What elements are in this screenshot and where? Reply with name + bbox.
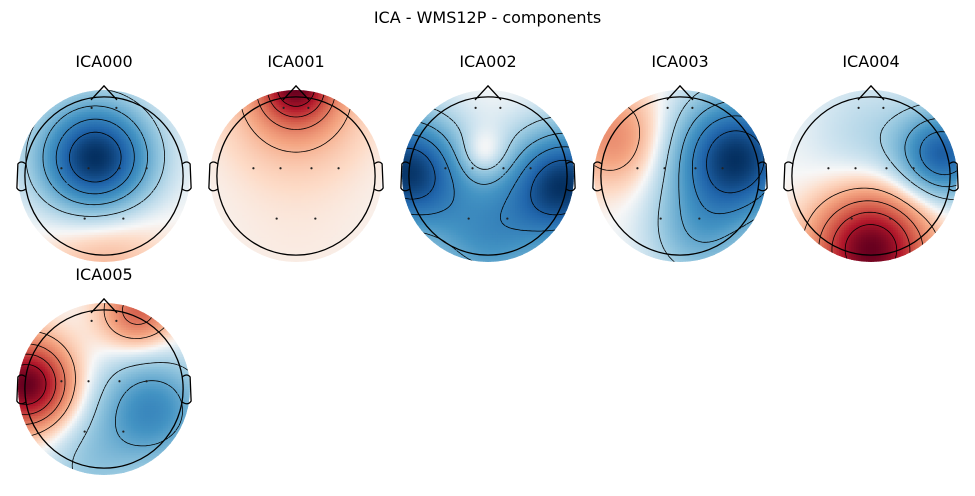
sensor-point: [314, 217, 317, 220]
sensor-point: [118, 380, 121, 383]
nose: [90, 84, 118, 101]
nose: [857, 84, 885, 101]
figure-title: ICA - WMS12P - components: [0, 8, 975, 27]
sensor-point: [857, 106, 860, 109]
sensor-point: [118, 167, 121, 170]
ear: [208, 161, 219, 192]
ear: [16, 161, 27, 192]
sensor-point: [87, 380, 90, 383]
nose: [474, 84, 502, 101]
sensor-point: [882, 106, 885, 109]
ear: [400, 161, 411, 192]
ear: [783, 161, 794, 192]
nose: [90, 297, 118, 314]
head-outline: [600, 96, 760, 256]
sensor-point: [145, 380, 148, 383]
sensor-point: [467, 217, 470, 220]
sensor-point: [698, 217, 701, 220]
sensor-point: [90, 319, 93, 322]
sensor-point: [721, 167, 724, 170]
ear: [565, 161, 576, 192]
head-outline: [791, 96, 951, 256]
topomap-ica004: [785, 90, 957, 262]
topomap-ica000: [18, 90, 190, 262]
component-title: ICA005: [14, 265, 194, 284]
sensor-point: [252, 167, 255, 170]
sensor-point: [506, 217, 509, 220]
sensor-point: [663, 167, 666, 170]
sensor-point: [307, 106, 310, 109]
sensor-point: [502, 167, 505, 170]
ear: [181, 374, 192, 405]
sensor-point: [889, 217, 892, 220]
nose: [666, 84, 694, 101]
sensor-point: [337, 167, 340, 170]
sensor-point: [145, 167, 148, 170]
sensor-point: [636, 167, 639, 170]
sensor-point: [115, 319, 118, 322]
sensor-point: [279, 167, 282, 170]
component-title: ICA000: [14, 52, 194, 71]
sensor-point: [691, 106, 694, 109]
topomap-ica005: [18, 303, 190, 475]
sensor-point: [885, 167, 888, 170]
sensor-point: [499, 106, 502, 109]
component-title: ICA002: [398, 52, 578, 71]
component-title: ICA004: [781, 52, 961, 71]
sensor-point: [827, 167, 830, 170]
head-outline: [216, 96, 376, 256]
sensor-point: [275, 217, 278, 220]
sensor-point: [60, 380, 63, 383]
sensor-point: [90, 106, 93, 109]
ear: [948, 161, 959, 192]
sensor-point: [471, 167, 474, 170]
sensor-point: [474, 106, 477, 109]
sensor-point: [666, 106, 669, 109]
sensor-point: [310, 167, 313, 170]
ear: [757, 161, 768, 192]
sensor-point: [850, 217, 853, 220]
head-outline: [24, 309, 184, 469]
ear: [16, 374, 27, 405]
sensor-point: [83, 217, 86, 220]
sensor-point: [854, 167, 857, 170]
ear: [592, 161, 603, 192]
sensor-point: [122, 217, 125, 220]
sensor-point: [115, 106, 118, 109]
sensor-point: [444, 167, 447, 170]
ear: [181, 161, 192, 192]
sensor-point: [529, 167, 532, 170]
sensor-point: [60, 167, 63, 170]
sensor-point: [122, 430, 125, 433]
sensor-point: [659, 217, 662, 220]
head-outline: [24, 96, 184, 256]
topomap-ica001: [210, 90, 382, 262]
sensor-point: [87, 167, 90, 170]
sensor-point: [694, 167, 697, 170]
sensor-point: [282, 106, 285, 109]
topomap-ica002: [402, 90, 574, 262]
topomap-ica003: [594, 90, 766, 262]
component-title: ICA001: [206, 52, 386, 71]
sensor-point: [83, 430, 86, 433]
sensor-point: [912, 167, 915, 170]
head-outline: [408, 96, 568, 256]
ear: [373, 161, 384, 192]
nose: [282, 84, 310, 101]
component-title: ICA003: [590, 52, 770, 71]
